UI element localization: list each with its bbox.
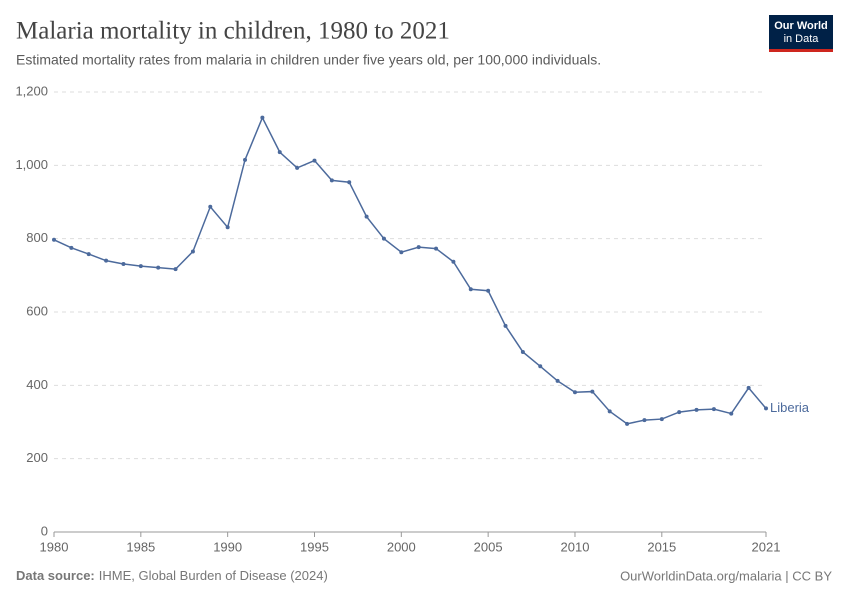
point — [121, 261, 126, 266]
source-text: IHME, Global Burden of Disease (2024) — [99, 568, 328, 583]
x-tick-label: 1990 — [213, 539, 242, 554]
source: Data source: IHME, Global Burden of Disea… — [16, 568, 328, 583]
point — [764, 406, 768, 411]
point — [173, 267, 178, 272]
point — [711, 407, 716, 412]
y-tick-label: 200 — [26, 450, 48, 465]
point — [364, 214, 369, 219]
x-tick-label: 2010 — [561, 539, 590, 554]
point — [208, 204, 213, 209]
y-tick-label: 0 — [41, 523, 48, 538]
y-tick-label: 400 — [26, 377, 48, 392]
logo-text: in Data — [784, 33, 820, 45]
logo[interactable]: Our World in Data — [769, 15, 833, 52]
point — [572, 390, 577, 395]
point — [451, 259, 456, 264]
point — [625, 421, 630, 426]
point — [69, 245, 74, 250]
point — [381, 236, 386, 241]
point — [104, 258, 109, 263]
point — [607, 409, 612, 414]
point — [243, 157, 248, 162]
point — [399, 250, 404, 255]
point — [642, 418, 647, 423]
point — [260, 115, 265, 120]
point — [347, 180, 352, 185]
point — [329, 178, 334, 183]
x-tick-label: 2000 — [387, 539, 416, 554]
y-tick-label: 1,200 — [15, 83, 48, 98]
x-tick-label: 1985 — [126, 539, 155, 554]
chart-subtitle: Estimated mortality rates from malaria i… — [16, 52, 601, 68]
point — [746, 385, 751, 390]
point — [52, 237, 56, 242]
y-tick-label: 1,000 — [15, 157, 48, 172]
point — [225, 225, 230, 230]
point — [416, 245, 421, 250]
point — [434, 246, 439, 251]
point — [190, 249, 195, 254]
source-label: Data source: — [16, 568, 95, 583]
logo-text: Our World — [774, 20, 828, 32]
point — [86, 252, 91, 257]
logo-bar — [769, 49, 833, 52]
point — [520, 349, 525, 354]
x-tick-label: 1980 — [40, 539, 69, 554]
x-tick-label: 1995 — [300, 539, 329, 554]
point — [555, 378, 560, 383]
y-tick-label: 600 — [26, 303, 48, 318]
point — [295, 165, 300, 170]
chart-title: Malaria mortality in children, 1980 to 2… — [16, 18, 450, 45]
x-tick-label: 2021 — [752, 539, 781, 554]
credit[interactable]: OurWorldinData.org/malaria | CC BY — [620, 568, 832, 583]
point — [659, 417, 664, 422]
point — [277, 150, 282, 155]
logo-box — [769, 15, 833, 52]
line — [53, 115, 767, 425]
point — [138, 264, 143, 269]
series-label: Liberia — [770, 400, 810, 415]
point — [677, 410, 682, 415]
point — [312, 158, 317, 163]
point — [156, 265, 161, 270]
point — [694, 407, 699, 412]
point — [503, 323, 508, 328]
x-tick-label: 2015 — [647, 539, 676, 554]
x-tick-label: 2005 — [474, 539, 503, 554]
point — [486, 288, 491, 293]
y-tick-label: 800 — [26, 230, 48, 245]
point — [468, 287, 473, 292]
point — [729, 411, 734, 416]
point — [538, 364, 543, 369]
point — [590, 389, 595, 394]
